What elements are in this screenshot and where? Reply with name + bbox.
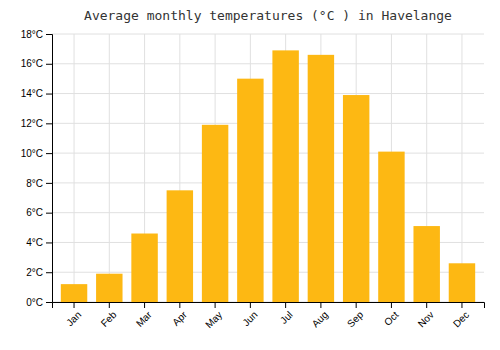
tick-label: Mar bbox=[134, 309, 154, 329]
tick-mark bbox=[46, 302, 52, 303]
tick-mark bbox=[426, 302, 427, 308]
tick-mark bbox=[46, 123, 52, 124]
axis-line bbox=[46, 35, 53, 303]
grid-line-x bbox=[74, 34, 75, 302]
tick: Jun bbox=[240, 302, 259, 328]
tick-mark bbox=[356, 302, 357, 308]
y-axis: 0°C 2°C 4°C 6°C 8°C 10°C 12°C 14°C 16°C 18°C bbox=[21, 29, 53, 308]
tick-label: 18°C bbox=[21, 29, 43, 40]
tick: Aug bbox=[310, 302, 330, 329]
bars bbox=[61, 50, 475, 302]
tick-mark bbox=[46, 213, 52, 214]
tick-mark bbox=[74, 302, 75, 308]
tick-label: Aug bbox=[310, 309, 330, 329]
grid-line-y bbox=[52, 182, 484, 183]
bar bbox=[378, 152, 404, 302]
tick-label: Apr bbox=[170, 309, 189, 328]
tick: Apr bbox=[170, 302, 189, 328]
tick-mark bbox=[46, 64, 52, 65]
bar bbox=[96, 274, 122, 302]
tick: 10°C bbox=[21, 148, 52, 159]
tick-label: 14°C bbox=[21, 88, 43, 99]
grid-line-y bbox=[52, 123, 484, 124]
tick-mark bbox=[144, 302, 145, 308]
tick-label: 16°C bbox=[21, 58, 43, 69]
bar bbox=[61, 284, 87, 302]
tick: 12°C bbox=[21, 118, 52, 129]
tick: Mar bbox=[134, 302, 154, 329]
grid bbox=[52, 34, 484, 302]
tick-label: May bbox=[203, 309, 224, 330]
tick-mark bbox=[391, 302, 392, 308]
tick: Oct bbox=[382, 302, 401, 328]
tick-label: Jul bbox=[278, 309, 295, 326]
tick-label: 0°C bbox=[26, 297, 43, 308]
tick: Jul bbox=[278, 302, 295, 326]
tick-mark bbox=[109, 302, 110, 308]
tick-label: Nov bbox=[416, 309, 436, 329]
bar bbox=[272, 50, 298, 302]
tick-label: 4°C bbox=[26, 237, 43, 248]
tick-label: 6°C bbox=[26, 207, 43, 218]
grid-line-x bbox=[109, 34, 110, 302]
bar bbox=[343, 95, 369, 302]
tick: 8°C bbox=[26, 178, 52, 189]
grid-line-y bbox=[52, 63, 484, 64]
tick-label: Jan bbox=[64, 309, 83, 328]
grid-line-x bbox=[461, 34, 462, 302]
bar bbox=[202, 125, 228, 302]
tick-mark bbox=[46, 242, 52, 243]
bar bbox=[449, 263, 475, 302]
tick-mark bbox=[46, 94, 52, 95]
tick: Dec bbox=[451, 302, 471, 329]
tick: 4°C bbox=[26, 237, 52, 248]
tick-mark bbox=[46, 153, 52, 154]
tick-label: Feb bbox=[99, 309, 119, 329]
tick-label: Oct bbox=[382, 309, 401, 328]
tick-mark bbox=[46, 183, 52, 184]
bar bbox=[413, 226, 439, 302]
tick-mark bbox=[179, 302, 180, 308]
tick-label: 8°C bbox=[26, 178, 43, 189]
tick: 18°C bbox=[21, 29, 52, 40]
x-axis: Jan Feb Mar Apr May Jun Jul Aug Sep Oct Nov Dec bbox=[53, 302, 485, 330]
tick: Feb bbox=[99, 302, 119, 329]
axis-line bbox=[53, 303, 485, 309]
tick: Nov bbox=[416, 302, 436, 329]
title: Average monthly temperatures (°C ) in Ha… bbox=[84, 8, 452, 23]
tick: May bbox=[203, 302, 224, 330]
tick-label: Dec bbox=[451, 309, 471, 329]
grid-line-y bbox=[52, 212, 484, 213]
chart: 0°C 2°C 4°C 6°C 8°C 10°C 12°C 14°C 16°C 18°C Jan Fe… bbox=[0, 0, 500, 350]
tick-label: 12°C bbox=[21, 118, 43, 129]
tick: Sep bbox=[345, 302, 366, 329]
tick-label: Sep bbox=[345, 309, 366, 330]
plot: 0°C 2°C 4°C 6°C 8°C 10°C 12°C 14°C 16°C 18°C Jan Fe… bbox=[21, 29, 485, 331]
tick-mark bbox=[285, 302, 286, 308]
tick-mark bbox=[46, 272, 52, 273]
tick-label: 10°C bbox=[21, 148, 43, 159]
tick-mark bbox=[320, 302, 321, 308]
bar bbox=[167, 190, 193, 302]
tick-mark bbox=[46, 34, 52, 35]
tick-mark bbox=[215, 302, 216, 308]
grid-line-y bbox=[52, 153, 484, 154]
tick: 0°C bbox=[26, 297, 52, 308]
tick-label: Jun bbox=[240, 309, 259, 328]
bar bbox=[308, 55, 334, 302]
grid-line-y bbox=[52, 93, 484, 94]
bar bbox=[237, 79, 263, 302]
tick: 6°C bbox=[26, 207, 52, 218]
tick: 14°C bbox=[21, 88, 52, 99]
tick-label: 2°C bbox=[26, 267, 43, 278]
tick: 2°C bbox=[26, 267, 52, 278]
tick-mark bbox=[461, 302, 462, 308]
tick: 16°C bbox=[21, 58, 52, 69]
grid-line-y bbox=[52, 34, 484, 35]
bar bbox=[131, 234, 157, 302]
tick-mark bbox=[250, 302, 251, 308]
tick: Jan bbox=[64, 302, 83, 328]
